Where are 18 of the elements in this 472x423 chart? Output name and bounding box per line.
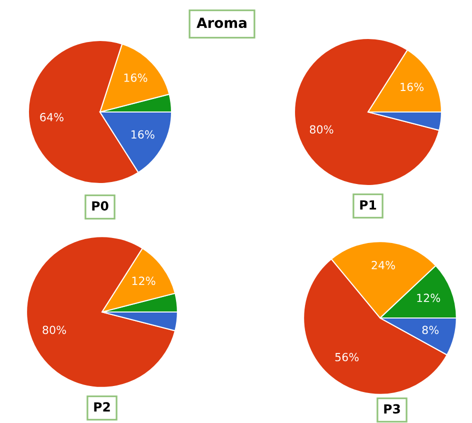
pie-slice [26, 236, 176, 388]
data-label: 24% [372, 260, 395, 270]
data-label: 16% [132, 130, 154, 139]
data-label: 16% [124, 74, 148, 82]
data-label: 56% [335, 352, 359, 362]
text: P0 [92, 201, 108, 211]
text: P2 [94, 402, 110, 412]
pie-slice [294, 38, 440, 186]
text: Aroma [196, 18, 246, 28]
data-label: 64% [40, 112, 64, 122]
data-label: 80% [310, 125, 334, 134]
data-label: 8% [422, 326, 439, 334]
data-label: 12% [417, 294, 440, 302]
data-label: 80% [42, 326, 66, 334]
data-label: 12% [132, 276, 156, 286]
text: P3 [384, 404, 400, 414]
text: P1 [360, 200, 376, 210]
data-label: 16% [400, 82, 424, 92]
